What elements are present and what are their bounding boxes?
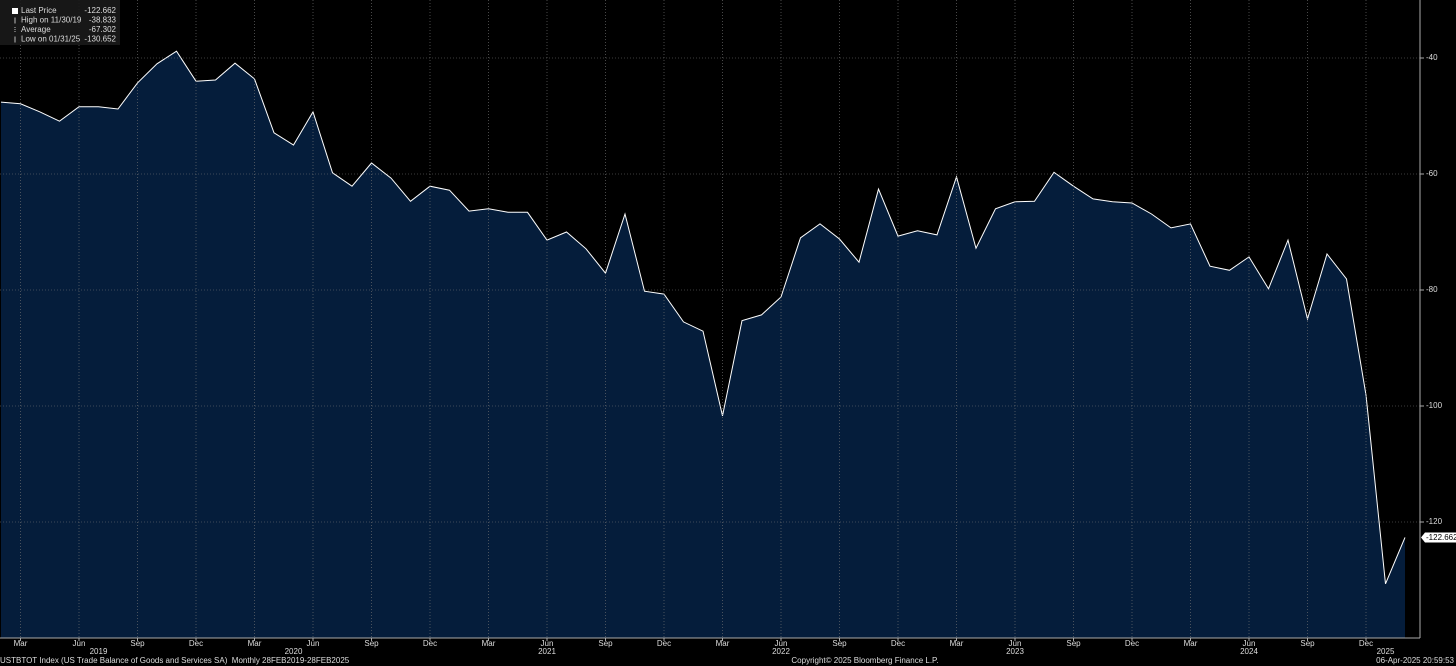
y-tick-label: -80: [1426, 285, 1438, 294]
x-tick-label: Sep: [364, 639, 379, 648]
x-tick-label: Sep: [832, 639, 847, 648]
x-tick-label: Mar: [1184, 639, 1198, 648]
x-tick-label: Dec: [189, 639, 203, 648]
y-tick-label: -100: [1426, 401, 1443, 410]
legend-label: Last Price: [21, 6, 57, 15]
y-tick-label: -120: [1426, 517, 1443, 526]
x-tick-label: Dec: [891, 639, 905, 648]
x-tick-label: Dec: [657, 639, 671, 648]
legend-label: Average: [21, 25, 51, 34]
price-line: [0, 50, 1406, 584]
x-tick-label: Jun: [307, 639, 320, 648]
legend-value: -38.833: [89, 16, 117, 25]
last-price-tag: [1421, 532, 1456, 543]
footer-center: Copyright© 2025 Bloomberg Finance L.P.: [791, 656, 938, 665]
y-tick-label: -60: [1426, 169, 1438, 178]
x-tick-label: Sep: [1066, 639, 1081, 648]
legend-box: [0, 0, 120, 45]
x-tick-label: Jun: [775, 639, 788, 648]
x-tick-label: Sep: [1300, 639, 1315, 648]
legend-value: -130.652: [84, 35, 116, 44]
x-tick-label: Jun: [1009, 639, 1022, 648]
legend-swatch: [12, 8, 18, 14]
footer-left: USTBTOT Index (US Trade Balance of Goods…: [0, 656, 350, 665]
x-tick-label: Dec: [423, 639, 437, 648]
year-label: 2023: [1006, 647, 1024, 656]
area-fill: [1, 51, 1405, 638]
footer-right: 06-Apr-2025 20:59:53: [1376, 656, 1454, 665]
year-label: 2021: [538, 647, 556, 656]
y-tick-label: -40: [1426, 53, 1438, 62]
last-price-label: -122.662: [1426, 533, 1456, 542]
x-tick-label: Jun: [541, 639, 554, 648]
x-tick-label: Mar: [482, 639, 496, 648]
year-label: 2024: [1240, 647, 1258, 656]
x-tick-label: Jun: [1243, 639, 1256, 648]
x-tick-label: Dec: [1359, 639, 1373, 648]
legend-label: High on 11/30/19: [21, 16, 82, 25]
x-tick-label: Dec: [1125, 639, 1139, 648]
year-label: 2020: [285, 647, 303, 656]
legend-value: -122.662: [84, 6, 116, 15]
year-label: 2022: [772, 647, 790, 656]
year-label: 2019: [90, 647, 108, 656]
x-tick-label: Mar: [716, 639, 730, 648]
legend-label: Low on 01/31/25: [21, 35, 81, 44]
legend-value: -67.302: [89, 25, 117, 34]
x-tick-label: Mar: [14, 639, 28, 648]
x-tick-label: Sep: [598, 639, 613, 648]
x-tick-label: Jun: [73, 639, 86, 648]
x-tick-label: Mar: [950, 639, 964, 648]
year-label: 2025: [1377, 647, 1395, 656]
x-tick-label: Sep: [130, 639, 145, 648]
x-tick-label: Mar: [248, 639, 262, 648]
